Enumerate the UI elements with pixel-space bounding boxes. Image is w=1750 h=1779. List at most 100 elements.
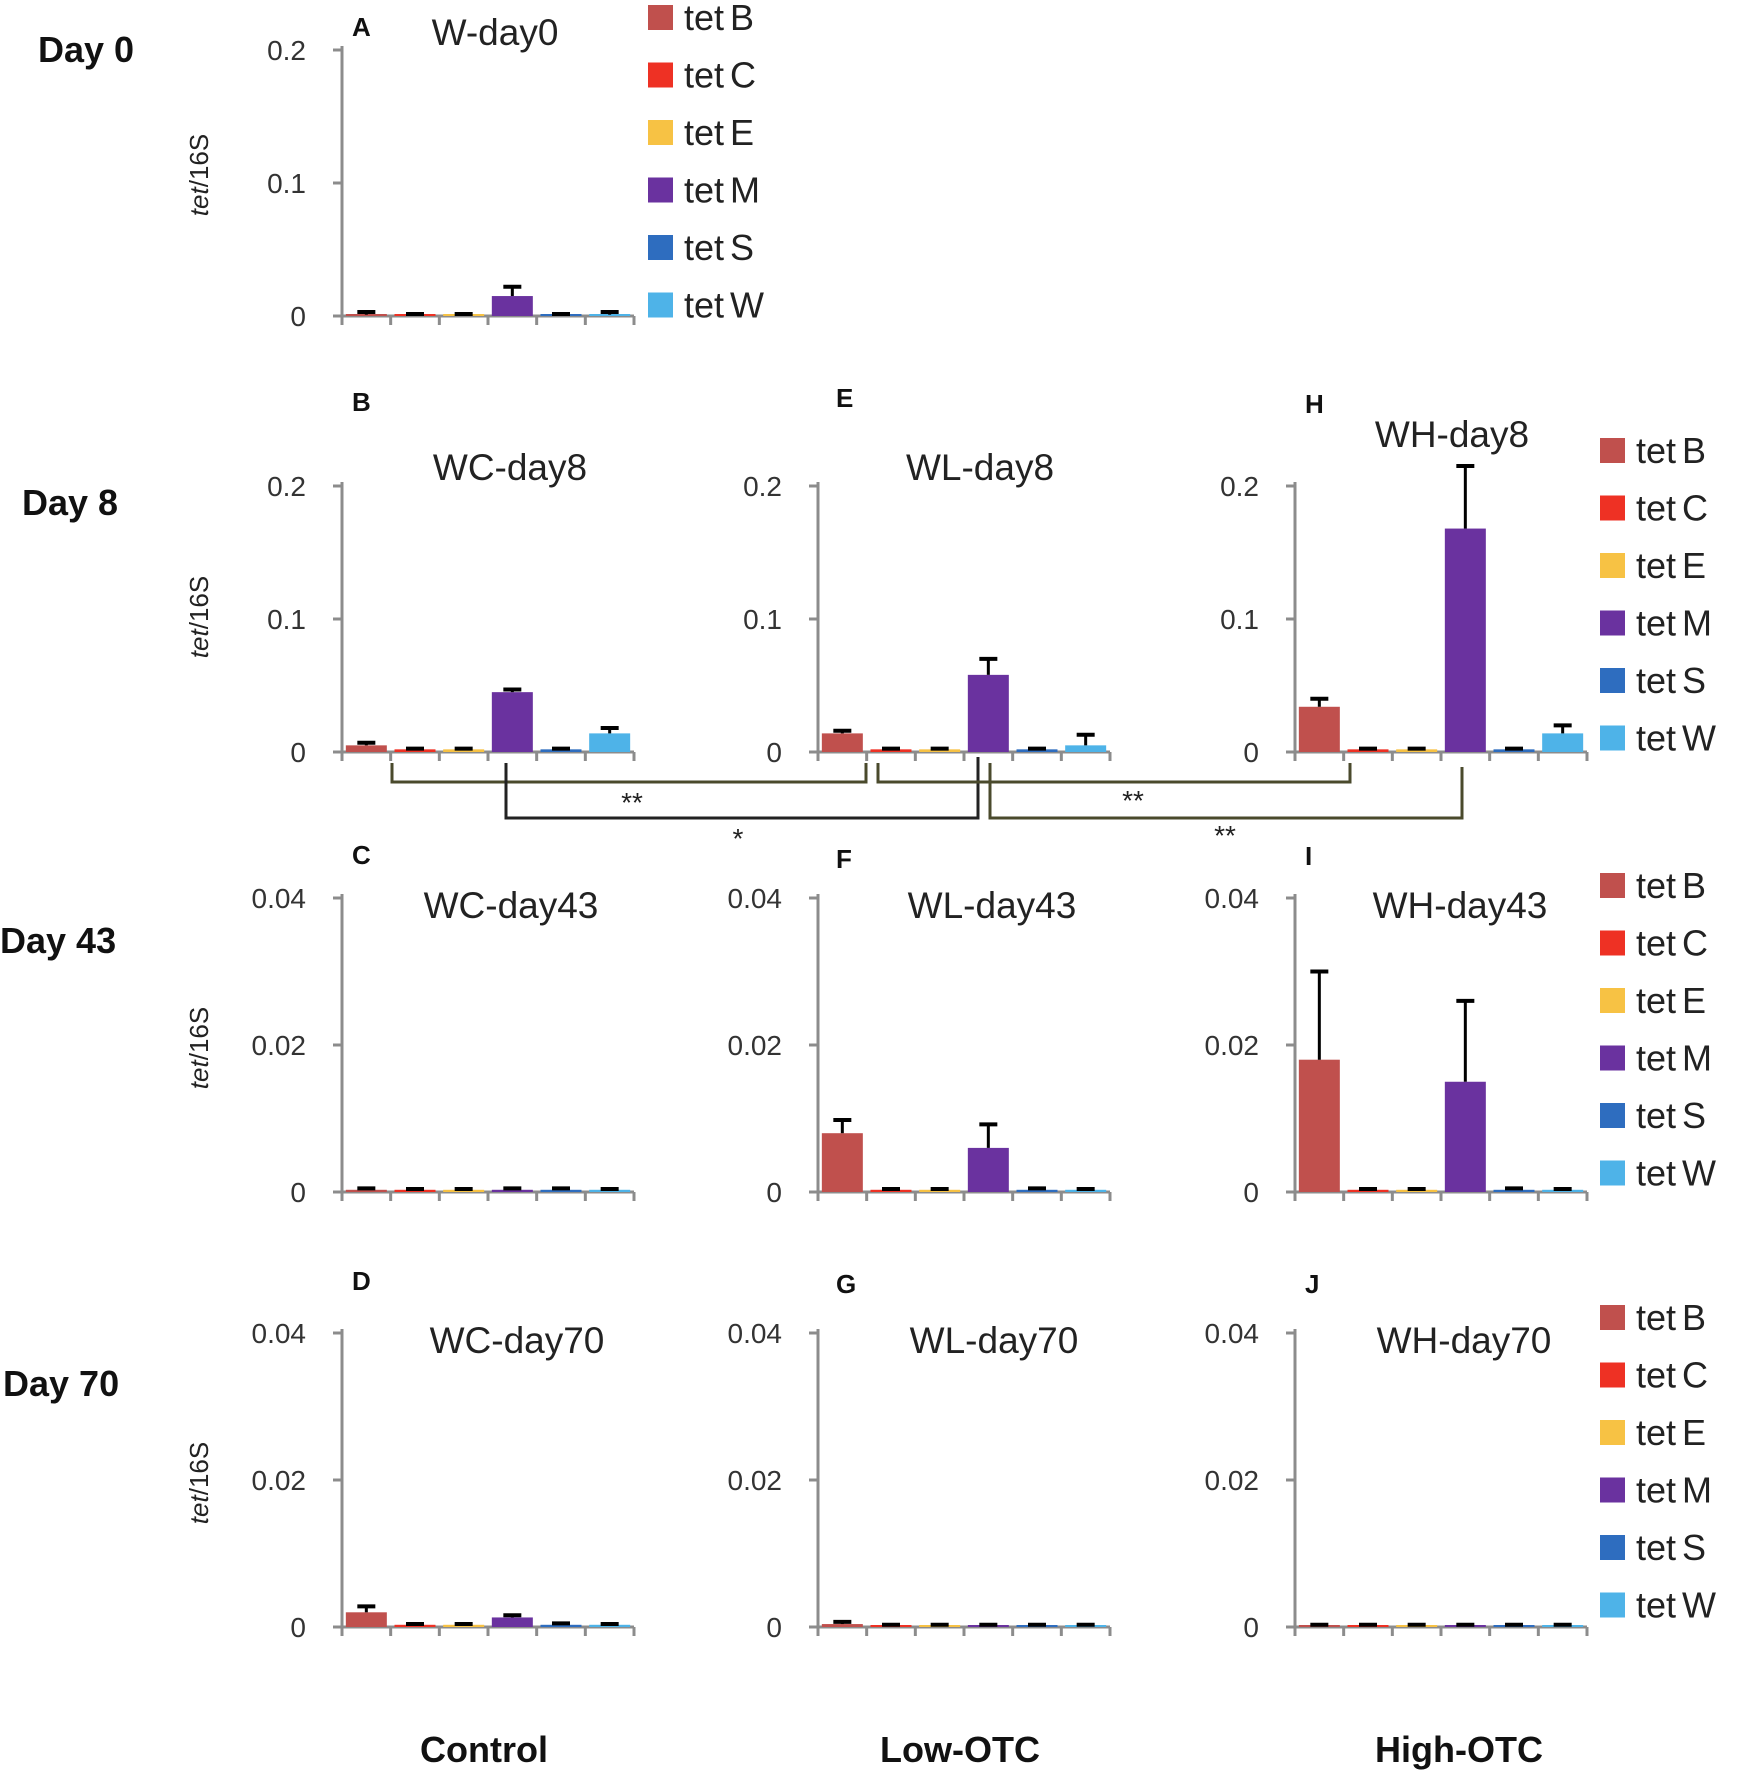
y-tick-label-J: 0 xyxy=(1243,1612,1259,1643)
y-axis-label-row2: tet/16S xyxy=(184,576,214,658)
legend-swatch-tetC xyxy=(1600,495,1625,521)
legend-swatch-tetM xyxy=(1600,1045,1625,1071)
bar-F-tetB xyxy=(821,1133,863,1192)
chart-panels: A W-day0 0 0.1 0.2 B WC-day8 0 0.1 0.2 E WL-day8 0 0.… xyxy=(252,12,1589,1643)
y-axis-label-row4: tet/16S xyxy=(184,1442,214,1524)
row-label-day0: Day 0 xyxy=(38,29,134,70)
bracket-tetB-WL-WH xyxy=(876,763,1352,784)
y-tick-label-G: 0.02 xyxy=(728,1465,783,1496)
legend-day70: tet B tet C tet E tet M tet S tet W xyxy=(1600,1297,1716,1626)
y-tick-label-A: 0.1 xyxy=(267,168,306,199)
y-tick-label-F: 0.04 xyxy=(728,883,783,914)
chart-title-E: WL-day8 xyxy=(906,447,1054,488)
legend-swatch-tetE xyxy=(1600,1420,1625,1445)
legend-label-tetM: tet M xyxy=(1636,1038,1712,1079)
legend-label-tetB: tet B xyxy=(684,0,754,38)
legend-label-tetM: tet M xyxy=(1636,1470,1712,1511)
column-label-control: Control xyxy=(420,1729,548,1770)
legend-swatch-tetC xyxy=(1600,930,1625,956)
significance-brackets xyxy=(390,757,1464,820)
legend-label-tetC: tet C xyxy=(684,55,756,96)
legend-swatch-tetC xyxy=(1600,1362,1625,1388)
panel-A: A W-day0 0 0.1 0.2 xyxy=(267,12,636,332)
bar-G-tetB xyxy=(821,1624,863,1627)
bar-C-tetB xyxy=(345,1189,387,1192)
panel-letter-G: G xyxy=(836,1269,856,1299)
row-label-day8: Day 8 xyxy=(22,482,118,523)
y-tick-label-C: 0.04 xyxy=(252,883,307,914)
y-tick-label-H: 0 xyxy=(1243,737,1259,768)
significance-mark-1: ** xyxy=(621,787,643,818)
panel-letter-C: C xyxy=(352,840,371,870)
y-tick-label-I: 0.04 xyxy=(1205,883,1260,914)
legend-swatch-tetS xyxy=(648,235,673,260)
bar-F-tetM xyxy=(967,1147,1009,1192)
y-tick-label-B: 0.2 xyxy=(267,471,306,502)
bar-C-tetS xyxy=(540,1189,582,1192)
legend-swatch-tetB xyxy=(1600,873,1625,898)
bar-D-tetS xyxy=(540,1624,582,1627)
panel-B: B WC-day8 0 0.1 0.2 xyxy=(267,387,636,768)
panel-E: E WL-day8 0 0.1 0.2 xyxy=(743,383,1112,768)
y-tick-label-H: 0.2 xyxy=(1220,471,1259,502)
panel-G: G WL-day70 0 0.02 0.04 xyxy=(728,1269,1112,1643)
bar-A-tetW xyxy=(589,314,631,316)
chart-title-J: WH-day70 xyxy=(1377,1320,1552,1361)
panel-letter-F: F xyxy=(836,844,852,874)
y-tick-label-B: 0.1 xyxy=(267,604,306,635)
panel-letter-B: B xyxy=(352,387,371,417)
y-tick-label-E: 0 xyxy=(766,737,782,768)
panel-letter-I: I xyxy=(1305,841,1312,871)
y-tick-label-J: 0.02 xyxy=(1205,1465,1260,1496)
bar-D-tetB xyxy=(345,1612,387,1627)
chart-title-A: W-day0 xyxy=(432,12,559,53)
y-tick-label-D: 0.02 xyxy=(252,1465,307,1496)
y-tick-label-D: 0 xyxy=(290,1612,306,1643)
legend-day43: tet B tet C tet E tet M tet S tet W xyxy=(1600,865,1716,1194)
row-label-day43: Day 43 xyxy=(0,920,116,961)
legend-label-tetS: tet S xyxy=(1636,1527,1706,1568)
legend-label-tetE: tet E xyxy=(684,112,754,153)
y-tick-label-E: 0.2 xyxy=(743,471,782,502)
column-label-low-otc: Low-OTC xyxy=(880,1729,1040,1770)
row-label-day70: Day 70 xyxy=(3,1363,119,1404)
panel-D: D WC-day70 0 0.02 0.04 xyxy=(252,1266,636,1643)
significance-mark-4: ** xyxy=(1214,820,1236,851)
bar-B-tetM xyxy=(491,692,533,752)
legend-label-tetE: tet E xyxy=(1636,545,1706,586)
y-tick-label-A: 0.2 xyxy=(267,35,306,66)
y-tick-label-F: 0 xyxy=(766,1177,782,1208)
legend-swatch-tetB xyxy=(1600,1305,1625,1330)
y-tick-label-I: 0.02 xyxy=(1205,1030,1260,1061)
panel-J: J WH-day70 0 0.02 0.04 xyxy=(1205,1269,1589,1643)
legend-label-tetB: tet B xyxy=(1636,865,1706,906)
bar-E-tetB xyxy=(821,733,863,752)
panel-letter-H: H xyxy=(1305,389,1324,419)
legend-swatch-tetE xyxy=(1600,553,1625,578)
panel-letter-A: A xyxy=(352,12,371,42)
bracket-tetB-WC-WL xyxy=(390,763,868,784)
y-tick-label-E: 0.1 xyxy=(743,604,782,635)
chart-title-B: WC-day8 xyxy=(433,447,587,488)
panel-C: C WC-day43 0 0.02 0.04 xyxy=(252,840,636,1208)
legend-label-tetE: tet E xyxy=(1636,980,1706,1021)
legend-swatch-tetW xyxy=(1600,725,1625,751)
legend-label-tetW: tet W xyxy=(1636,1153,1716,1194)
legend-label-tetC: tet C xyxy=(1636,1355,1708,1396)
chart-title-C: WC-day43 xyxy=(424,885,599,926)
significance-mark-3: ** xyxy=(1122,785,1144,816)
legend-label-tetM: tet M xyxy=(684,170,760,211)
y-axis-label-row1: tet/16S xyxy=(184,134,214,216)
legend-swatch-tetM xyxy=(1600,610,1625,636)
chart-title-D: WC-day70 xyxy=(430,1320,605,1361)
bar-D-tetM xyxy=(491,1617,533,1627)
legend-label-tetC: tet C xyxy=(1636,923,1708,964)
bar-H-tetM xyxy=(1444,528,1486,752)
legend-label-tetW: tet W xyxy=(684,285,764,326)
legend-label-tetS: tet S xyxy=(684,227,754,268)
bar-H-tetB xyxy=(1298,706,1340,752)
y-tick-label-G: 0.04 xyxy=(728,1318,783,1349)
bar-A-tetM xyxy=(491,296,533,316)
bar-H-tetW xyxy=(1542,733,1584,752)
legend-label-tetW: tet W xyxy=(1636,1585,1716,1626)
